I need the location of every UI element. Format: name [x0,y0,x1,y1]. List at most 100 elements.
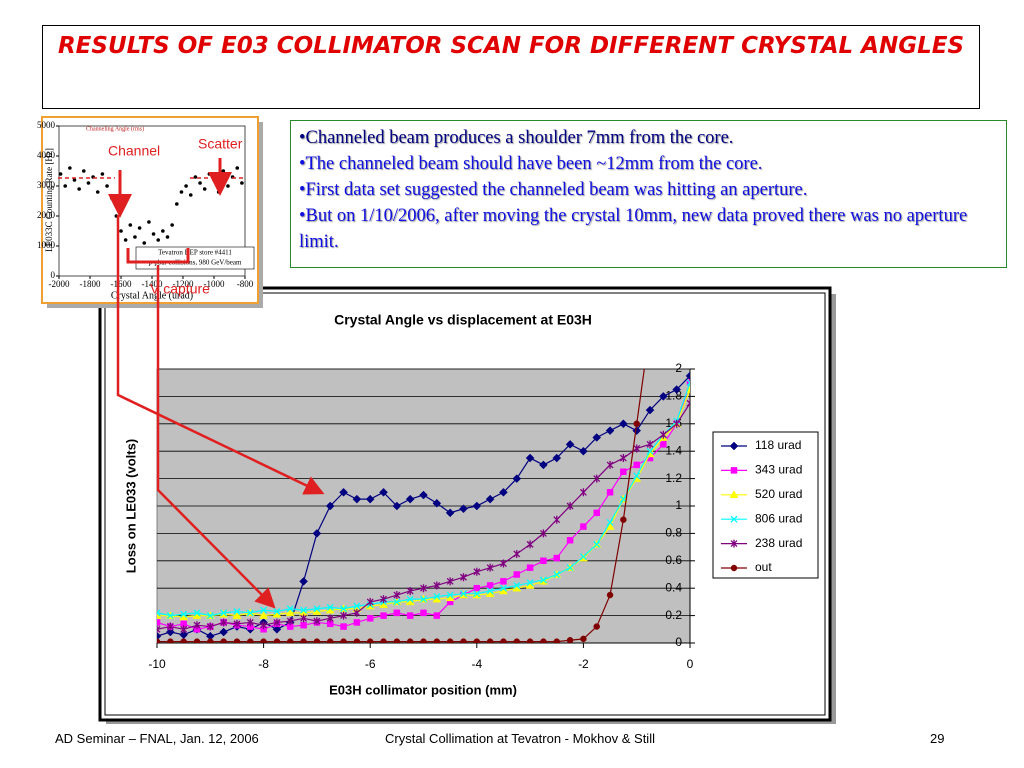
marker [540,557,547,565]
marker [460,590,467,598]
marker [646,440,654,449]
marker [605,426,615,436]
note-text: p-pbar collisions, 980 GeV/beam [149,259,242,267]
point [77,187,81,191]
point [175,202,179,206]
marker [326,638,334,643]
marker [260,621,268,630]
marker [166,612,174,620]
marker [206,612,214,620]
marker [285,608,295,617]
marker [433,581,441,590]
marker [499,559,507,568]
capture-bracket [126,248,190,264]
marker [220,638,227,643]
marker [486,587,494,595]
marker [730,467,738,474]
marker [286,638,294,643]
marker [300,614,308,623]
x-axis-label: Crystal Angle (urad) [111,290,193,301]
marker [273,618,281,627]
legend-label: 118 urad [755,438,801,452]
point [184,184,188,188]
bullet: •First data set suggested the channeled … [299,180,808,200]
marker [312,529,322,538]
marker [313,638,321,643]
point [156,238,160,242]
slide-title: RESULTS OF E03 COLLIMATOR SCAN FOR DIFFE… [42,25,980,109]
point [202,187,207,191]
marker [193,621,201,630]
marker [207,638,214,643]
marker [619,454,627,463]
point [207,172,212,176]
point [179,190,184,194]
marker [553,554,560,562]
marker [513,638,521,643]
marker [393,638,401,643]
x-tick-label: -800 [237,279,254,289]
point [161,229,165,233]
marker [632,426,642,436]
y-tick-label: 1.2 [665,471,682,485]
x-tick-label: -2000 [49,279,70,289]
y-axis-label: LE033C Counting Rate [Hz] [44,148,54,252]
point [151,232,156,236]
legend-label: 343 urad [755,463,802,477]
marker [730,539,738,548]
marker [553,638,561,643]
marker [593,474,601,483]
marker [313,605,321,613]
marker [166,622,174,631]
marker [273,608,281,615]
marker [286,605,294,613]
marker [432,498,442,508]
marker [340,605,348,613]
marker [366,597,374,606]
marker [180,625,188,634]
marker [406,612,414,619]
footer-left: AD Seminar – FNAL, Jan. 12, 2006 [55,731,259,746]
marker [165,627,175,637]
marker [326,603,334,611]
marker [553,571,561,578]
bullet: •But on 1/10/2006, after moving the crys… [299,206,968,252]
marker [353,638,361,643]
point [221,169,226,173]
x-tick-label: -2 [578,657,589,671]
y-axis-label: Loss on LE033 (volts) [123,439,138,573]
marker [353,619,361,626]
marker [379,487,388,497]
marker [299,576,308,586]
marker [380,595,387,604]
marker [157,625,161,634]
point [235,166,240,170]
point [105,184,109,188]
point [147,220,151,224]
marker [606,460,614,469]
y-tick-label: 1.4 [665,443,682,457]
marker [592,433,602,442]
marker [486,638,494,643]
marker [420,595,427,603]
point [216,190,221,194]
marker [633,444,641,453]
marker [566,637,574,643]
marker [232,611,242,619]
point [226,184,230,188]
marker [433,592,441,600]
marker [633,472,641,480]
marker [287,623,294,630]
annotation: Channel [108,143,160,159]
x-tick-label: -1200 [173,279,194,289]
marker [246,609,254,617]
point [165,235,170,239]
main-chart: Crystal Angle vs displacement at E03H 0 0.… [123,312,819,697]
marker [645,405,655,415]
marker [406,638,414,643]
marker [553,515,561,524]
point [72,178,77,182]
point [142,241,147,245]
